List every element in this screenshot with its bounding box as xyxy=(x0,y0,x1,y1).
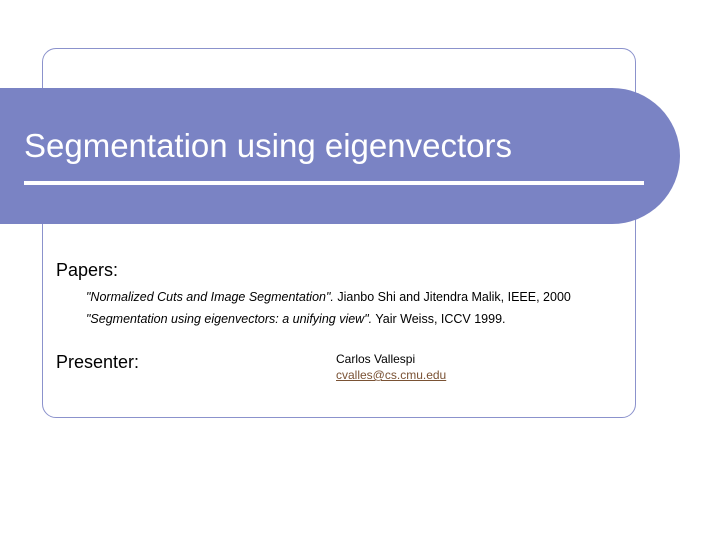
paper-title: "Segmentation using eigenvectors: a unif… xyxy=(86,312,372,326)
title-band: Segmentation using eigenvectors xyxy=(0,88,680,224)
paper-entry: "Normalized Cuts and Image Segmentation"… xyxy=(86,289,616,307)
slide-title: Segmentation using eigenvectors xyxy=(24,127,680,165)
paper-entry: "Segmentation using eigenvectors: a unif… xyxy=(86,311,616,329)
presenter-heading: Presenter: xyxy=(56,352,336,373)
presenter-info: Carlos Vallespi cvalles@cs.cmu.edu xyxy=(336,352,446,382)
paper-authors: Jianbo Shi and Jitendra Malik, IEEE, 200… xyxy=(337,290,570,304)
paper-title: "Normalized Cuts and Image Segmentation"… xyxy=(86,290,334,304)
presenter-name: Carlos Vallespi xyxy=(336,352,446,366)
presenter-row: Presenter: Carlos Vallespi cvalles@cs.cm… xyxy=(56,352,616,382)
paper-authors: Yair Weiss, ICCV 1999. xyxy=(375,312,505,326)
presenter-email-link[interactable]: cvalles@cs.cmu.edu xyxy=(336,368,446,382)
papers-heading: Papers: xyxy=(56,260,616,281)
content-area: Papers: "Normalized Cuts and Image Segme… xyxy=(56,260,616,382)
title-underline xyxy=(24,181,644,185)
